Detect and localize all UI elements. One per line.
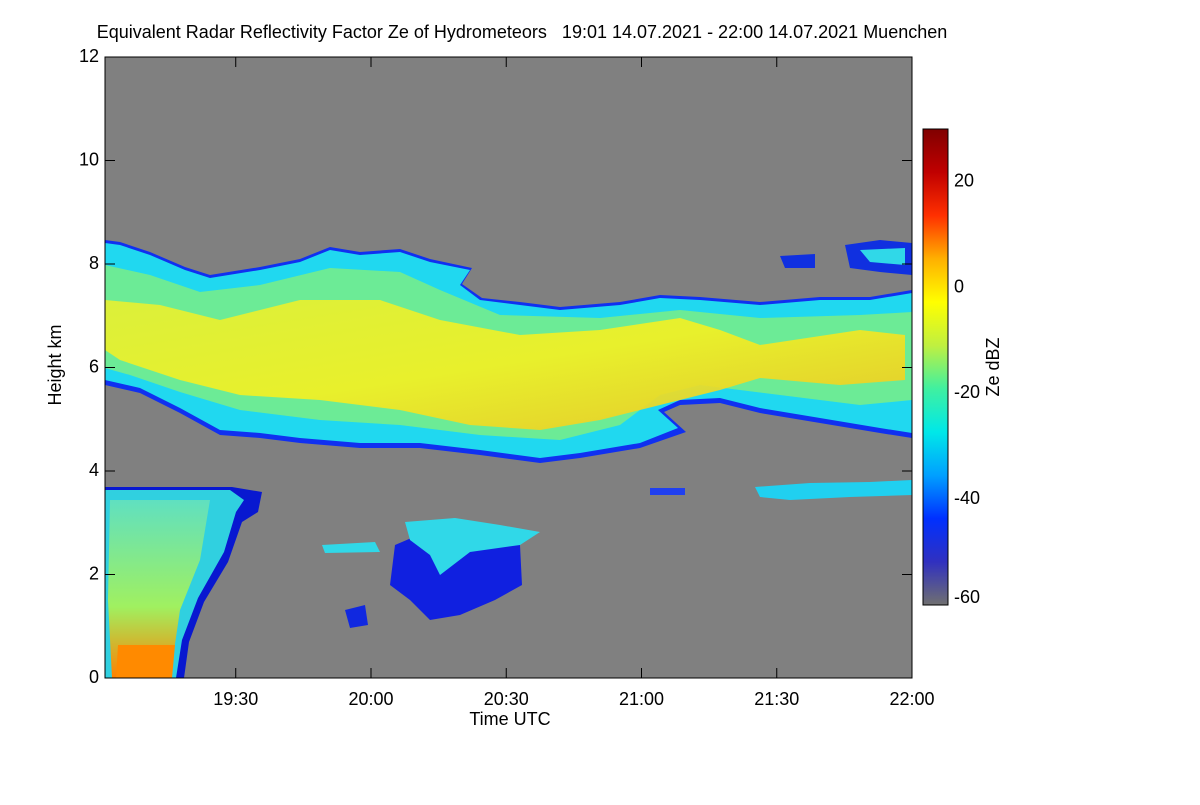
y-tick-label: 2 <box>89 563 99 583</box>
y-tick-label: 10 <box>79 149 99 169</box>
y-tick-label: 12 <box>79 46 99 66</box>
x-tick-label: 22:00 <box>889 689 934 709</box>
colorbar-tick-label: 0 <box>954 276 964 296</box>
y-tick-label: 0 <box>89 667 99 687</box>
x-tick-label: 21:30 <box>754 689 799 709</box>
colorbar-tick-label: -40 <box>954 488 980 508</box>
y-tick-label: 6 <box>89 356 99 376</box>
y-axis-label: Height km <box>45 324 65 405</box>
colorbar-tick-label: -60 <box>954 587 980 607</box>
y-tick-label: 4 <box>89 460 99 480</box>
colorbar-label: Ze dBZ <box>983 337 1003 396</box>
x-tick-label: 19:30 <box>213 689 258 709</box>
colorbar <box>922 128 949 606</box>
colorbar-tick-label: -20 <box>954 382 980 402</box>
x-axis-label: Time UTC <box>469 709 550 729</box>
colorbar-tick-label: 20 <box>954 171 974 191</box>
chart-title: Equivalent Radar Reflectivity Factor Ze … <box>97 22 948 42</box>
x-tick-label: 20:00 <box>348 689 393 709</box>
y-tick-label: 8 <box>89 253 99 273</box>
radar-field <box>105 240 912 678</box>
x-tick-label: 20:30 <box>484 689 529 709</box>
x-tick-label: 21:00 <box>619 689 664 709</box>
